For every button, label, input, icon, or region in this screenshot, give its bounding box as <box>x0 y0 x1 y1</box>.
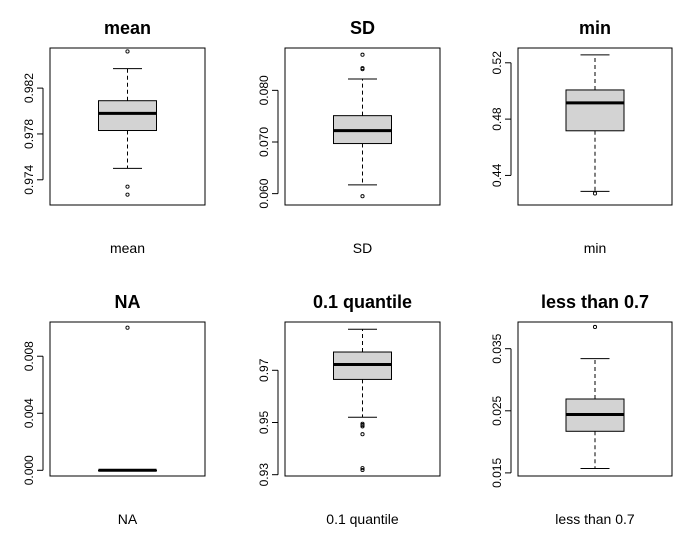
y-tick-label: 0.44 <box>490 163 504 187</box>
panel-5: 0.1 quantile 0.1 quantile 0.93 0.95 0.97 <box>257 292 441 527</box>
x-axis-label: min <box>584 240 607 256</box>
y-tick-label: 0.004 <box>22 398 36 428</box>
outlier-point <box>360 424 365 429</box>
y-tick-label: 0.97 <box>257 358 271 382</box>
x-axis-label: 0.1 quantile <box>326 511 399 527</box>
y-tick-label: 0.974 <box>22 164 36 194</box>
outlier-point <box>360 194 365 199</box>
iqr-box <box>565 89 625 132</box>
outlier-point <box>125 192 130 197</box>
y-tick-label: 0.000 <box>22 455 36 485</box>
chart-title: SD <box>350 18 375 38</box>
x-axis-label: mean <box>110 240 145 256</box>
plot-frame <box>284 321 441 477</box>
y-tick-label: 0.070 <box>257 127 271 157</box>
y-tick-label: 0.080 <box>257 75 271 105</box>
panel-4: NA NA 0.000 0.004 0.008 <box>22 292 206 527</box>
y-tick-label: 0.008 <box>22 341 36 371</box>
outlier-point <box>125 184 130 189</box>
y-tick-label: 0.035 <box>490 333 504 363</box>
y-tick-label: 0.015 <box>490 458 504 488</box>
y-tick-label: 0.982 <box>22 73 36 103</box>
chart-title: 0.1 quantile <box>313 292 412 312</box>
y-tick-label: 0.978 <box>22 119 36 149</box>
outlier-point <box>360 421 365 426</box>
y-tick-label: 0.025 <box>490 395 504 425</box>
panel-3: min min 0.44 0.48 0.52 <box>490 18 673 256</box>
plot-frame <box>49 321 206 477</box>
outlier-point <box>360 467 365 473</box>
x-axis-label: SD <box>353 240 372 256</box>
plot-frame <box>284 47 441 206</box>
plot-frame <box>49 47 206 206</box>
outlier-point <box>360 432 365 437</box>
plot-frame <box>517 321 673 477</box>
chart-title: NA <box>115 292 141 312</box>
y-tick-label: 0.52 <box>490 51 504 75</box>
chart-title: less than 0.7 <box>541 292 649 312</box>
y-tick-label: 0.93 <box>257 463 271 487</box>
outlier-point <box>592 324 598 330</box>
y-tick-label: 0.060 <box>257 178 271 208</box>
panel-1: mean mean 0.974 0.978 0.982 <box>22 18 206 256</box>
chart-title: mean <box>104 18 151 38</box>
outlier-point <box>125 49 130 54</box>
panel-6: less than 0.7 less than 0.7 0.015 0.025 0.03… <box>490 292 673 527</box>
plot-frame <box>517 47 673 206</box>
panel-2: SD SD 0.060 0.070 0.080 <box>257 18 441 256</box>
iqr-box <box>98 100 157 132</box>
chart-title: min <box>579 18 611 38</box>
outlier-point <box>592 191 598 196</box>
outlier-point <box>125 325 130 330</box>
outlier-point <box>360 423 365 428</box>
outlier-point <box>360 52 365 57</box>
x-axis-label: less than 0.7 <box>555 511 635 527</box>
y-tick-label: 0.95 <box>257 410 271 434</box>
y-tick-label: 0.48 <box>490 107 504 131</box>
outlier-point <box>360 66 365 71</box>
x-axis-label: NA <box>118 511 138 527</box>
outlier-point <box>360 466 365 471</box>
